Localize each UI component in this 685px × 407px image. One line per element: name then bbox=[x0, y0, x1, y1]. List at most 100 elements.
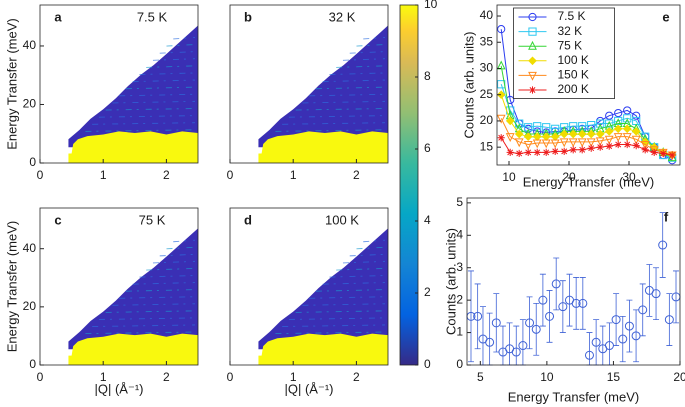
colorbar-tick-label: 10 bbox=[424, 0, 438, 11]
data-point bbox=[571, 298, 581, 308]
error-bar bbox=[474, 283, 481, 350]
marker bbox=[542, 148, 550, 157]
legend-label: 200 K bbox=[558, 82, 589, 96]
marker bbox=[515, 149, 523, 158]
data-point bbox=[531, 324, 541, 334]
elastic-region bbox=[68, 131, 198, 163]
intensity-streak bbox=[288, 317, 386, 320]
intensity-streak bbox=[173, 36, 196, 40]
marker bbox=[650, 148, 658, 157]
x-tick-label: 20 bbox=[562, 170, 576, 184]
marker bbox=[528, 27, 537, 36]
intensity-streak bbox=[146, 65, 196, 68]
data-point bbox=[578, 298, 588, 308]
colorbar-tick-label: 4 bbox=[424, 213, 431, 227]
temperature-label: 7.5 K bbox=[137, 9, 168, 24]
y-tick-label: 1 bbox=[456, 325, 463, 339]
series-line bbox=[500, 118, 673, 156]
marker bbox=[640, 141, 650, 150]
error-bar bbox=[586, 332, 593, 366]
marker bbox=[559, 138, 569, 148]
data-point bbox=[525, 318, 535, 328]
error-bar bbox=[546, 290, 553, 343]
intensity-streak bbox=[275, 331, 386, 335]
marker bbox=[623, 140, 631, 149]
x-axis-label: Energy Transfer (meV) bbox=[523, 174, 655, 189]
error-bar bbox=[593, 319, 600, 366]
legend-label: 32 K bbox=[558, 24, 583, 38]
intensity-streak bbox=[166, 246, 196, 250]
y-tick-label: 30 bbox=[480, 61, 494, 75]
data-point bbox=[618, 334, 628, 344]
intensity-streak bbox=[166, 44, 196, 47]
intensity-streak bbox=[349, 51, 386, 54]
intensity-streak bbox=[309, 296, 386, 299]
data-point bbox=[651, 289, 661, 299]
panel-label: d bbox=[244, 212, 252, 227]
marker bbox=[514, 138, 524, 148]
marker bbox=[528, 12, 537, 22]
intensity-streak bbox=[125, 289, 196, 292]
marker bbox=[523, 141, 533, 150]
marker bbox=[550, 139, 560, 149]
intensity-map bbox=[68, 228, 198, 350]
error-bar bbox=[533, 302, 540, 356]
x-tick-label: 1 bbox=[100, 370, 107, 384]
y-axis-label: Counts (arb. units) bbox=[443, 228, 458, 335]
data-point bbox=[558, 302, 568, 312]
axes-frame bbox=[229, 4, 389, 164]
marker bbox=[505, 133, 515, 142]
data-point bbox=[545, 311, 555, 321]
error-bar bbox=[653, 267, 660, 321]
error-bar bbox=[539, 273, 546, 327]
marker bbox=[528, 86, 537, 94]
x-tick-label: 0 bbox=[37, 168, 44, 182]
marker bbox=[623, 106, 632, 115]
temperature-label: 100 K bbox=[325, 212, 359, 227]
marker bbox=[604, 127, 614, 136]
x-tick-label: 2 bbox=[163, 168, 170, 182]
marker bbox=[631, 135, 641, 145]
intensity-map bbox=[258, 228, 388, 350]
intensity-streak bbox=[275, 129, 386, 132]
marker bbox=[569, 146, 577, 154]
marker bbox=[632, 141, 640, 150]
intensity-streak bbox=[98, 317, 196, 320]
x-tick-label: 0 bbox=[37, 370, 44, 384]
intensity-streak bbox=[336, 267, 386, 271]
intensity-streak bbox=[85, 331, 196, 335]
error-bar bbox=[506, 322, 513, 366]
intensity-streak bbox=[282, 122, 386, 125]
intensity-streak bbox=[342, 58, 386, 61]
y-tick-label: 20 bbox=[480, 113, 494, 127]
error-bar bbox=[553, 257, 560, 311]
marker bbox=[496, 90, 506, 100]
marker bbox=[559, 129, 569, 139]
marker bbox=[528, 40, 537, 50]
intensity-streak bbox=[146, 267, 196, 271]
x-tick-label: 30 bbox=[622, 170, 636, 184]
x-tick-label: 10 bbox=[502, 170, 516, 184]
axes-frame bbox=[39, 207, 199, 366]
legend-label: 150 K bbox=[558, 68, 589, 82]
intensity-streak bbox=[105, 108, 196, 111]
intensity-streak bbox=[349, 253, 386, 257]
intensity-streak bbox=[98, 115, 196, 118]
marker bbox=[551, 147, 559, 155]
intensity-streak bbox=[309, 93, 386, 97]
data-point bbox=[551, 279, 561, 289]
marker bbox=[569, 122, 578, 131]
data-point bbox=[591, 337, 601, 347]
intensity-streak bbox=[125, 86, 196, 90]
error-bar bbox=[566, 273, 573, 327]
intensity-streak bbox=[295, 108, 386, 111]
marker bbox=[622, 133, 632, 142]
marker bbox=[632, 116, 641, 126]
intensity-streak bbox=[336, 65, 386, 68]
intensity-streak bbox=[152, 260, 196, 264]
data-point bbox=[664, 315, 674, 325]
marker bbox=[632, 111, 641, 120]
error-bar bbox=[659, 212, 666, 278]
data-point bbox=[624, 321, 634, 331]
intensity-streak bbox=[152, 58, 196, 61]
